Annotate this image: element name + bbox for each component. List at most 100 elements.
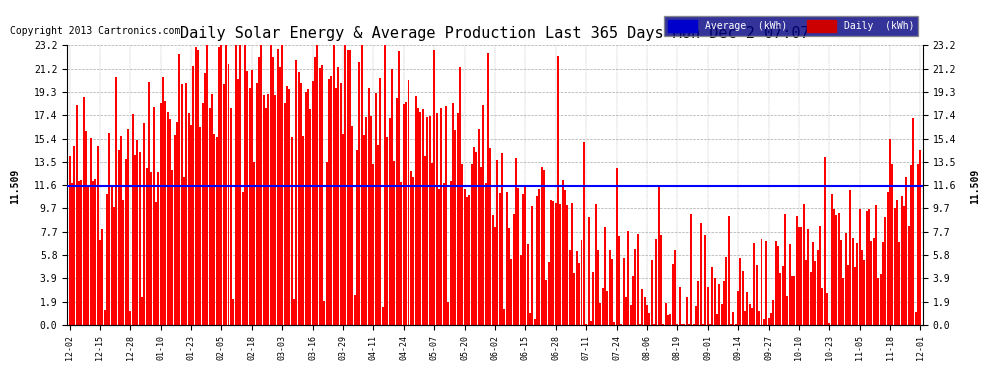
Text: Copyright 2013 Cartronics.com: Copyright 2013 Cartronics.com xyxy=(10,26,180,36)
Bar xyxy=(856,243,858,325)
Bar xyxy=(625,297,627,325)
Bar xyxy=(492,215,494,325)
Bar xyxy=(97,146,99,325)
Bar xyxy=(408,80,410,325)
Bar xyxy=(216,136,218,325)
Bar xyxy=(111,186,113,325)
Bar xyxy=(662,324,664,325)
Bar xyxy=(80,180,82,325)
Bar xyxy=(637,234,639,325)
Bar xyxy=(901,196,903,325)
Bar xyxy=(188,113,190,325)
Bar xyxy=(94,179,96,325)
Bar xyxy=(125,159,127,325)
Bar xyxy=(424,156,426,325)
Bar xyxy=(644,297,645,325)
Bar xyxy=(779,273,781,325)
Bar xyxy=(468,195,470,325)
Bar xyxy=(207,44,209,325)
Bar xyxy=(68,156,70,325)
Bar xyxy=(525,186,527,325)
Bar xyxy=(920,150,922,325)
Bar xyxy=(730,324,732,325)
Bar xyxy=(903,206,905,325)
Bar xyxy=(554,203,556,325)
Bar xyxy=(164,101,166,325)
Bar xyxy=(99,240,101,325)
Bar xyxy=(443,183,445,325)
Bar xyxy=(606,291,608,325)
Bar xyxy=(166,112,168,325)
Bar xyxy=(887,192,889,325)
Bar xyxy=(777,246,779,325)
Bar xyxy=(345,41,346,325)
Bar xyxy=(202,103,204,325)
Bar xyxy=(283,103,285,325)
Bar xyxy=(772,300,774,325)
Bar xyxy=(896,200,898,325)
Bar xyxy=(120,136,122,325)
Bar xyxy=(653,324,655,325)
Bar xyxy=(868,209,870,325)
Bar xyxy=(618,236,620,325)
Bar xyxy=(150,172,152,325)
Bar xyxy=(814,261,817,325)
Bar xyxy=(244,41,246,325)
Bar xyxy=(162,77,164,325)
Bar xyxy=(475,152,477,325)
Bar xyxy=(908,226,910,325)
Bar xyxy=(403,104,405,325)
Legend: Average  (kWh), Daily  (kWh): Average (kWh), Daily (kWh) xyxy=(664,16,918,36)
Bar xyxy=(763,319,765,325)
Bar xyxy=(552,201,554,325)
Bar xyxy=(719,284,721,325)
Bar xyxy=(822,288,824,325)
Bar xyxy=(466,196,468,325)
Bar xyxy=(639,324,641,325)
Bar xyxy=(370,116,372,325)
Bar xyxy=(882,242,884,325)
Bar xyxy=(723,282,725,325)
Bar xyxy=(346,50,348,325)
Bar xyxy=(101,230,103,325)
Bar xyxy=(358,62,360,325)
Bar xyxy=(159,103,161,325)
Bar xyxy=(917,164,919,325)
Bar xyxy=(389,118,391,325)
Bar xyxy=(262,95,264,325)
Bar xyxy=(459,67,461,325)
Bar xyxy=(214,134,216,325)
Bar xyxy=(587,217,589,325)
Bar xyxy=(382,307,384,325)
Bar xyxy=(863,260,865,325)
Bar xyxy=(185,82,187,325)
Bar xyxy=(118,150,120,325)
Bar xyxy=(748,304,750,325)
Bar xyxy=(447,302,449,325)
Bar xyxy=(642,290,644,325)
Bar xyxy=(141,297,143,325)
Bar xyxy=(235,41,237,325)
Bar xyxy=(173,135,176,325)
Bar xyxy=(139,152,141,325)
Bar xyxy=(393,161,395,325)
Bar xyxy=(690,214,692,325)
Bar xyxy=(529,313,531,325)
Title: Daily Solar Energy & Average Production Last 365 Days Mon Dec 2 07:07: Daily Solar Energy & Average Production … xyxy=(180,26,810,41)
Bar xyxy=(250,70,252,325)
Bar xyxy=(506,192,508,325)
Bar xyxy=(106,194,108,325)
Bar xyxy=(375,93,377,325)
Bar xyxy=(534,319,536,325)
Bar xyxy=(349,50,351,325)
Bar xyxy=(255,83,257,325)
Bar xyxy=(544,171,545,325)
Bar xyxy=(265,108,267,325)
Bar xyxy=(123,200,125,325)
Bar xyxy=(686,297,688,325)
Bar xyxy=(913,118,915,325)
Bar xyxy=(240,41,242,325)
Bar xyxy=(434,50,436,325)
Bar xyxy=(915,312,917,325)
Bar xyxy=(716,314,718,325)
